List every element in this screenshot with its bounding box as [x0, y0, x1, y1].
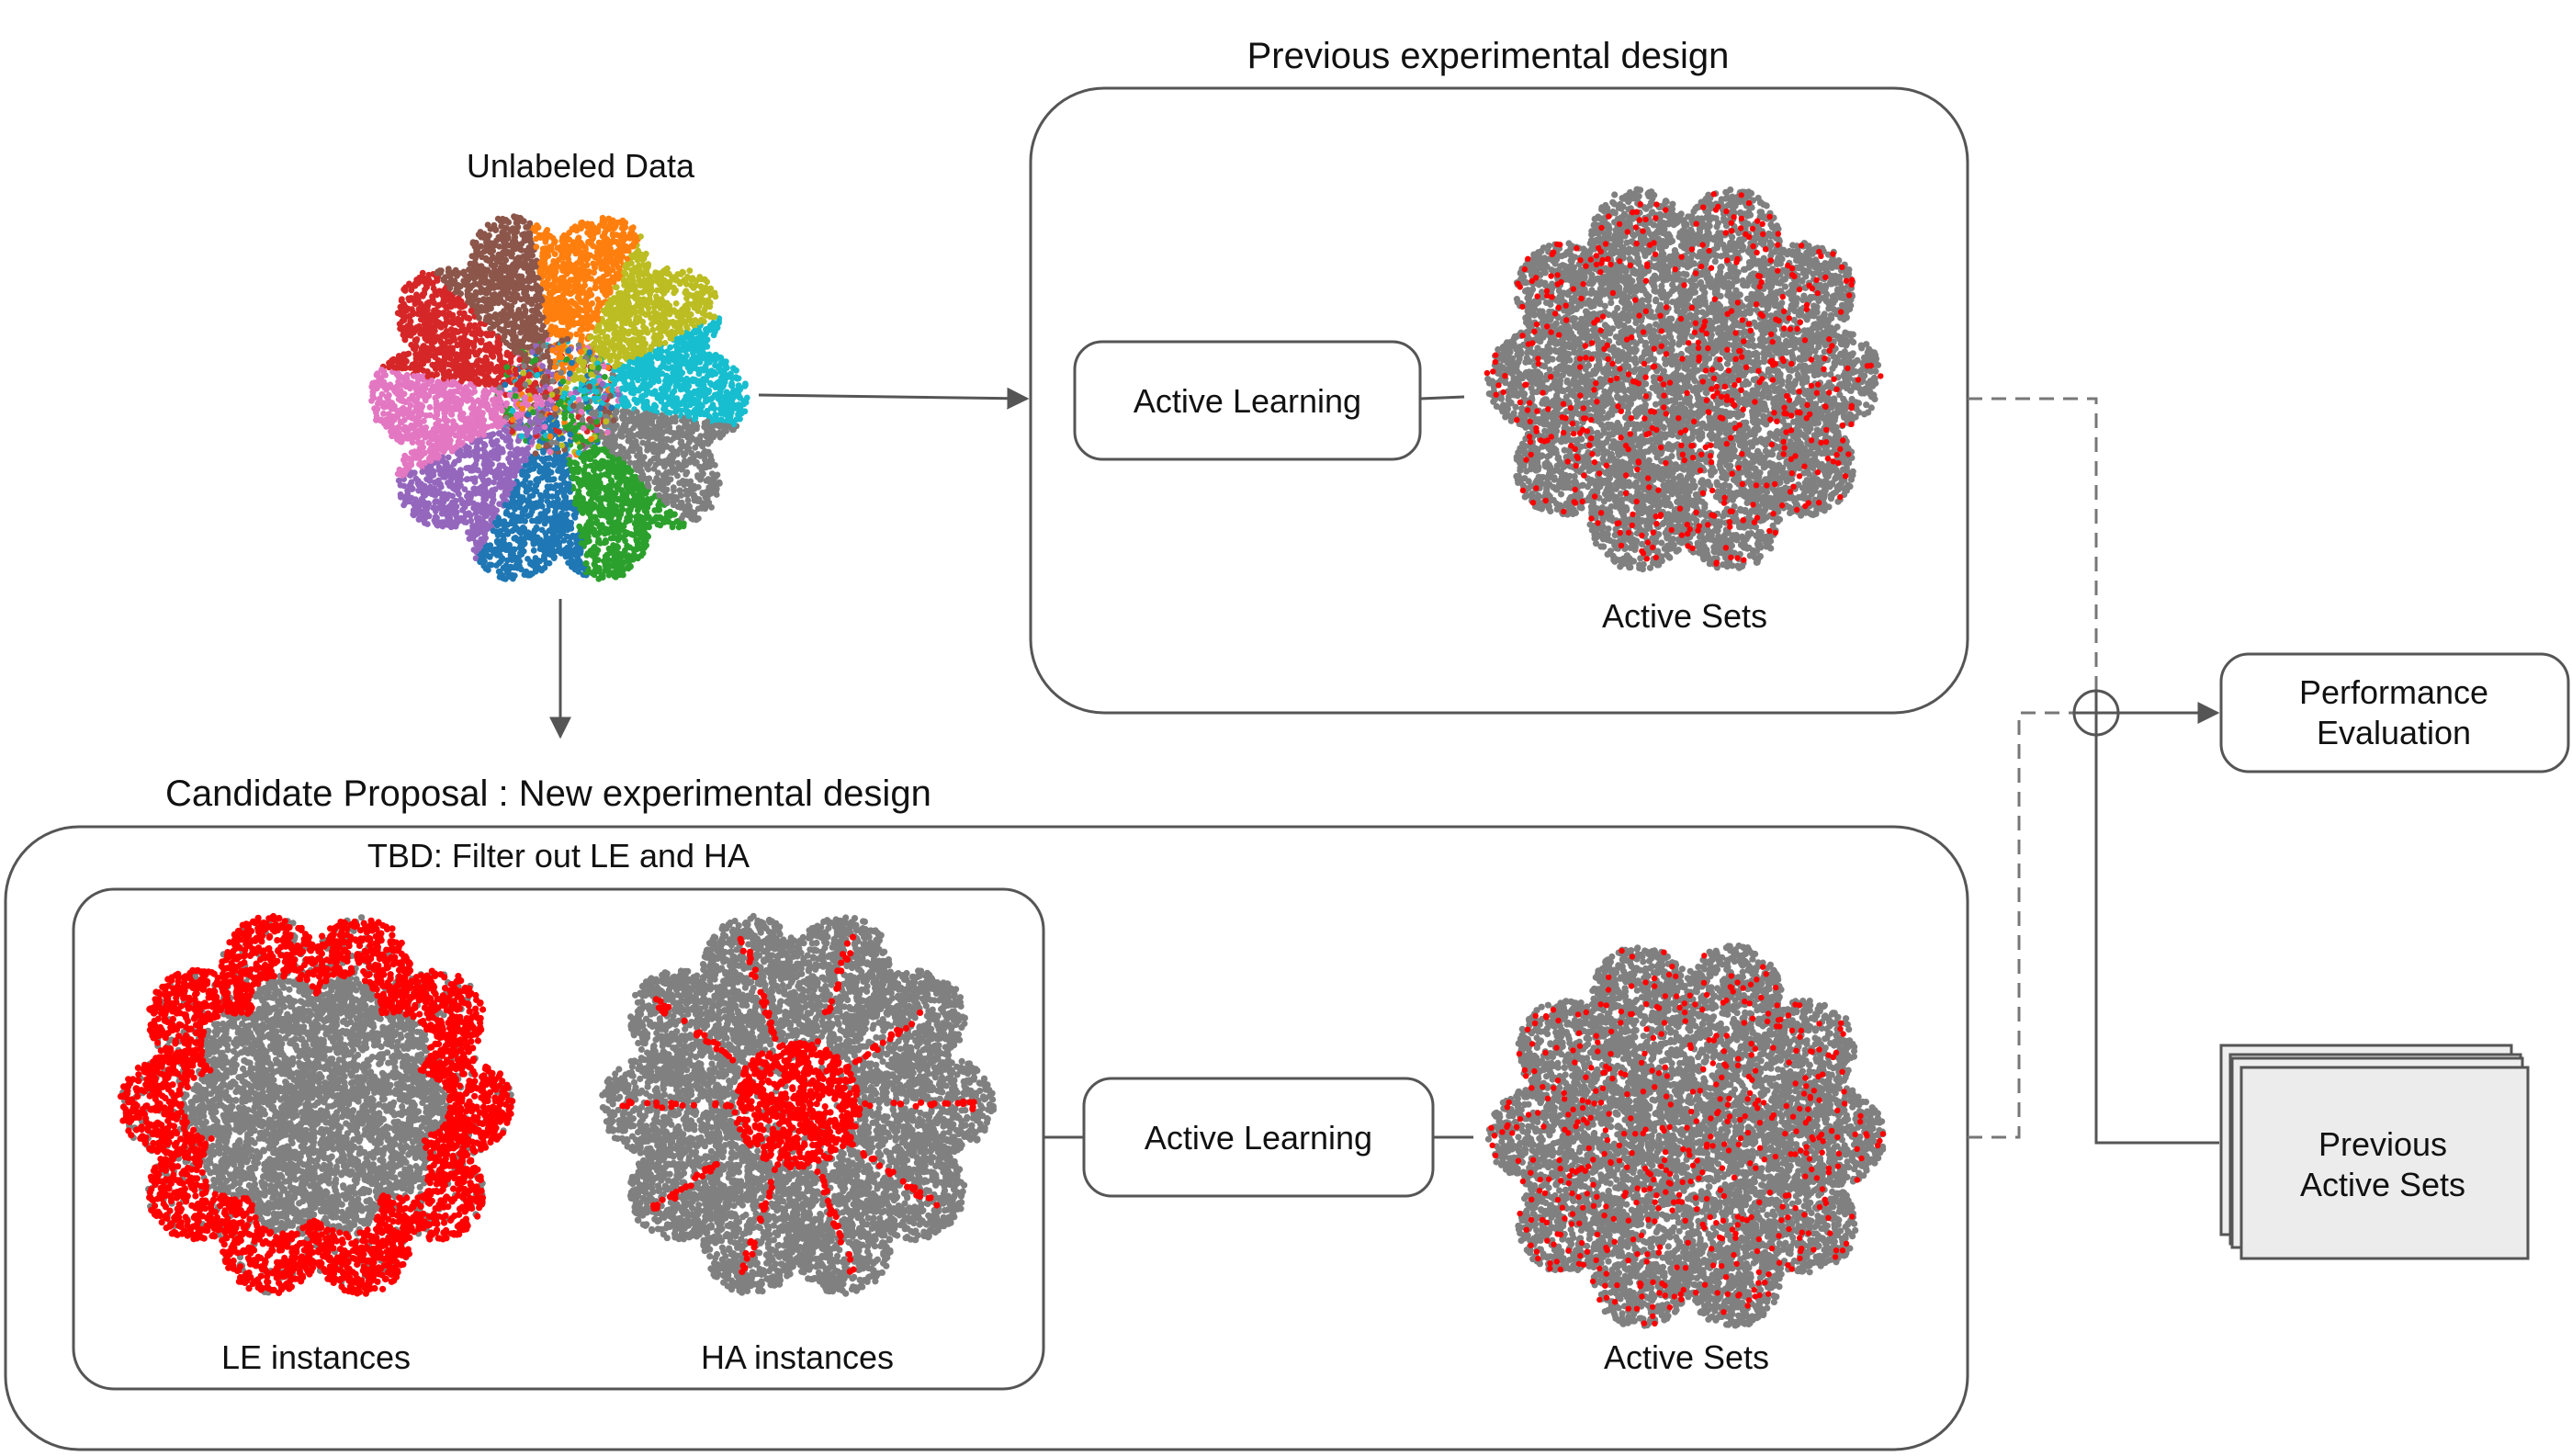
unlabeled-data-cloud: [368, 213, 750, 582]
le-instances-label: LE instances: [221, 1338, 411, 1376]
connector-prev-al-to-cloud: [1419, 395, 1465, 401]
stack-sheet-front: [2239, 1066, 2530, 1260]
dashed-previous-to-evaluation: [1968, 397, 2098, 693]
previous-active-sets-line2: Active Sets: [2300, 1166, 2465, 1203]
performance-evaluation-box: [2219, 652, 2570, 773]
new-active-learning-label: Active Learning: [1145, 1119, 1372, 1157]
new-active-sets-label: Active Sets: [1604, 1338, 1769, 1376]
ha-instances-cloud: [599, 912, 998, 1297]
previous-active-learning-label: Active Learning: [1134, 382, 1361, 420]
previous-active-sets-stack: [2219, 1044, 2530, 1260]
filter-title: TBD: Filter out LE and HA: [367, 837, 750, 875]
previous-active-learning-box: [1073, 340, 1422, 461]
le-instances-cloud: [117, 912, 516, 1297]
new-design-title: Candidate Proposal : New experimental de…: [165, 773, 931, 814]
previous-active-sets-cloud: [1483, 186, 1884, 573]
new-active-sets-cloud: [1484, 942, 1887, 1329]
arrow-unlabeled-to-previous: [758, 387, 1030, 410]
performance-evaluation-line1: Performance: [2299, 673, 2488, 711]
ha-instances-label: HA instances: [701, 1338, 894, 1376]
unlabeled-data-title: Unlabeled Data: [467, 147, 695, 185]
previous-active-sets-label: Active Sets: [1602, 597, 1767, 635]
previous-active-sets-line1: Previous: [2318, 1125, 2447, 1163]
previous-design-title: Previous experimental design: [1247, 36, 1730, 76]
performance-evaluation-line2: Evaluation: [2317, 714, 2471, 751]
connector-combine-to-previous-sets: [2094, 735, 2219, 1145]
dashed-new-to-evaluation: [1968, 711, 2074, 1139]
